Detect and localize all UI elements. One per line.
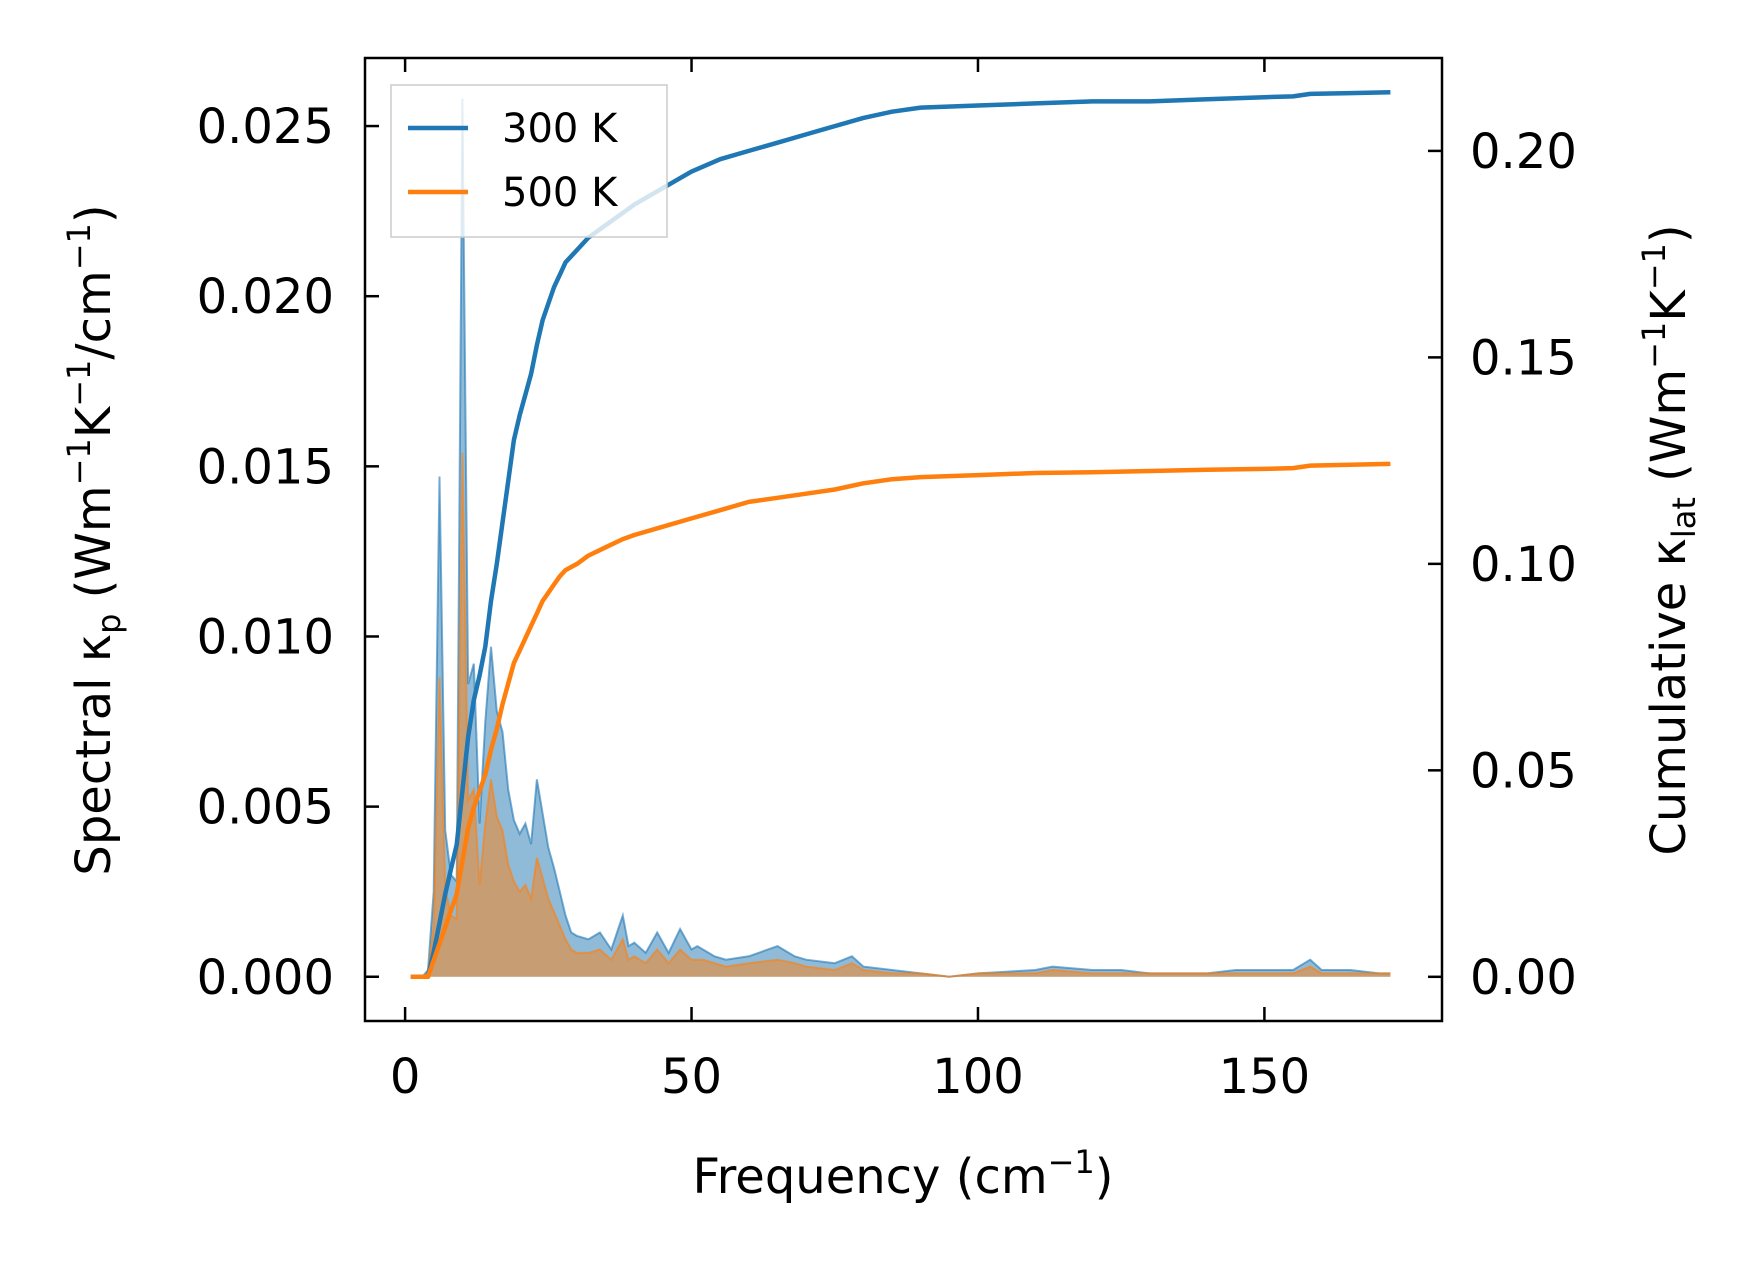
right-y-axis-label: Cumulative κlat (Wm−1K−1): [1635, 224, 1703, 855]
right-y-tick-label: 0.10: [1470, 537, 1577, 593]
left-y-tick-label: 0.000: [197, 950, 334, 1006]
left-y-tick-label: 0.005: [197, 780, 334, 836]
plot-frame: [363, 56, 1444, 1023]
spectral-line-500k: [410, 452, 1391, 978]
right-y-tick-label: 0.00: [1470, 950, 1577, 1006]
plot-area: [410, 90, 1391, 980]
left-y-tick-label: 0.025: [197, 99, 334, 155]
x-tick-label: 0: [390, 1049, 421, 1105]
left-y-tick-label: 0.010: [197, 609, 334, 665]
legend-label-500k: 500 K: [502, 170, 619, 216]
axis-ticks: 0 50 100 150 0.000 0.005 0.010 0.015 0.020 0.025 0…: [197, 58, 1577, 1105]
cumulative-line-300k: [410, 90, 1391, 980]
x-tick-label: 100: [932, 1049, 1024, 1105]
left-y-axis-label: Spectral κp (Wm−1K−1/cm−1): [60, 204, 128, 875]
legend-box: [390, 84, 668, 238]
legend: 300 K 500 K: [390, 84, 668, 238]
left-y-tick-label: 0.015: [197, 439, 334, 495]
x-tick-label: 50: [661, 1049, 722, 1105]
x-axis-label: Frequency (cm−1): [692, 1143, 1113, 1205]
cumulative-line-500k: [410, 461, 1391, 980]
x-tick-label: 150: [1219, 1049, 1311, 1105]
spectral-area-500k: [410, 452, 1391, 977]
right-y-tick-label: 0.20: [1470, 124, 1577, 180]
legend-label-300k: 300 K: [502, 106, 619, 152]
right-y-tick-label: 0.15: [1470, 330, 1577, 386]
left-y-tick-label: 0.020: [197, 269, 334, 325]
right-y-tick-label: 0.05: [1470, 743, 1577, 799]
